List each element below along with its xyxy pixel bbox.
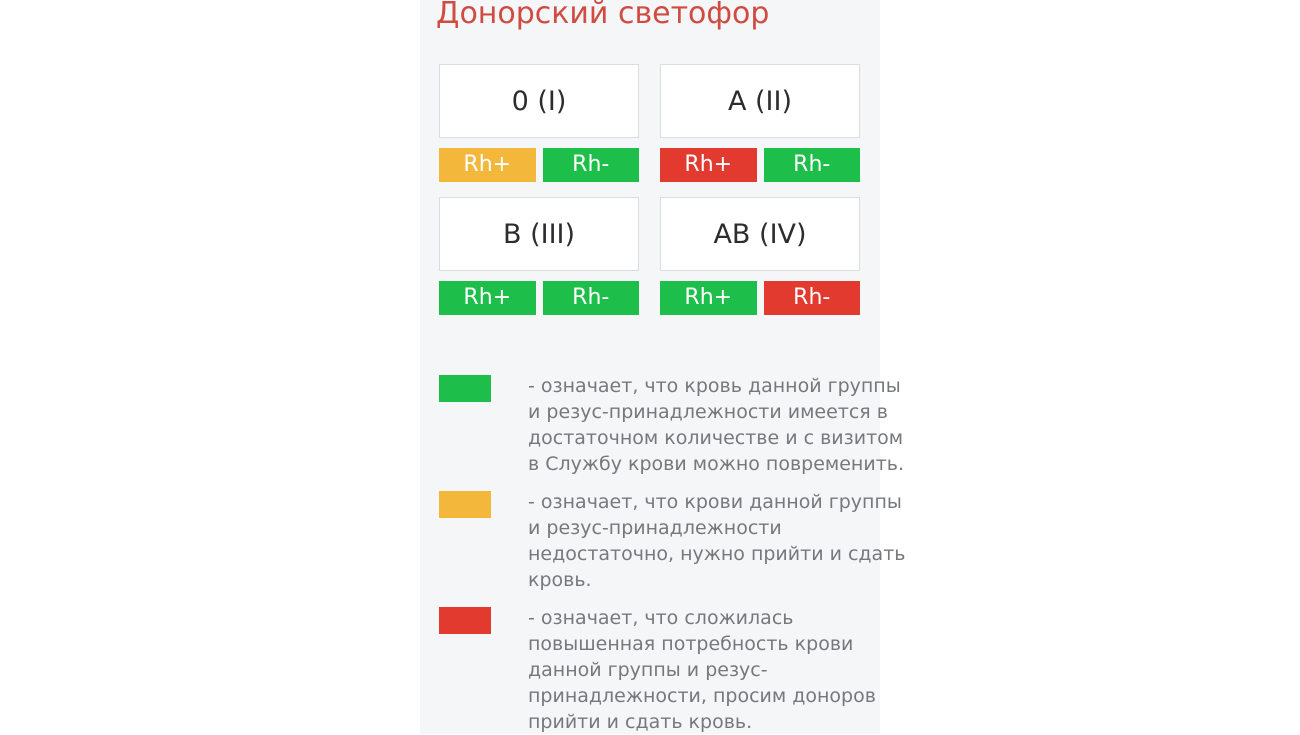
blood-group-label: 0 (I) — [511, 85, 567, 117]
rh-status-row: Rh+ Rh- — [439, 148, 639, 182]
blood-group-block: AB (IV) Rh+ Rh- — [660, 197, 860, 315]
legend-yellow-swatch — [439, 491, 491, 518]
page-title: Донорский светофор — [436, 0, 770, 31]
rh-negative-badge: Rh- — [763, 281, 860, 315]
blood-group-label: B (III) — [502, 218, 576, 250]
rh-status-row: Rh+ Rh- — [439, 281, 639, 315]
legend-green-swatch — [439, 375, 491, 402]
legend: - означает, что кровь данной группы и ре… — [439, 373, 905, 735]
legend-text: - означает, что крови данной группы и ре… — [528, 491, 906, 591]
rh-positive-badge: Rh+ — [660, 281, 757, 315]
legend-text: - означает, что сложилась повышенная пот… — [528, 607, 876, 733]
blood-group-block: B (III) Rh+ Rh- — [439, 197, 639, 315]
blood-group-card: B (III) — [439, 197, 639, 271]
rh-positive-badge: Rh+ — [439, 281, 536, 315]
blood-groups-grid: 0 (I) Rh+ Rh- A (II) Rh+ Rh- B (III) Rh+… — [439, 64, 880, 315]
rh-negative-badge: Rh- — [542, 148, 639, 182]
blood-group-label: AB (IV) — [713, 218, 807, 250]
blood-group-label: A (II) — [727, 85, 793, 117]
legend-text: - означает, что кровь данной группы и ре… — [528, 375, 905, 475]
blood-group-card: A (II) — [660, 64, 860, 138]
rh-negative-badge: Rh- — [763, 148, 860, 182]
blood-group-block: 0 (I) Rh+ Rh- — [439, 64, 639, 182]
donor-traffic-light-panel: Донорский светофор 0 (I) Rh+ Rh- A (II) … — [420, 0, 905, 735]
blood-group-card: AB (IV) — [660, 197, 860, 271]
legend-item: - означает, что крови данной группы и ре… — [439, 489, 905, 593]
legend-red-swatch — [439, 607, 491, 634]
rh-status-row: Rh+ Rh- — [660, 281, 860, 315]
blood-group-block: A (II) Rh+ Rh- — [660, 64, 860, 182]
rh-positive-badge: Rh+ — [660, 148, 757, 182]
blood-group-card: 0 (I) — [439, 64, 639, 138]
rh-negative-badge: Rh- — [542, 281, 639, 315]
rh-status-row: Rh+ Rh- — [660, 148, 860, 182]
legend-item: - означает, что кровь данной группы и ре… — [439, 373, 904, 477]
rh-positive-badge: Rh+ — [439, 148, 536, 182]
legend-item: - означает, что сложилась повышенная пот… — [439, 605, 880, 735]
